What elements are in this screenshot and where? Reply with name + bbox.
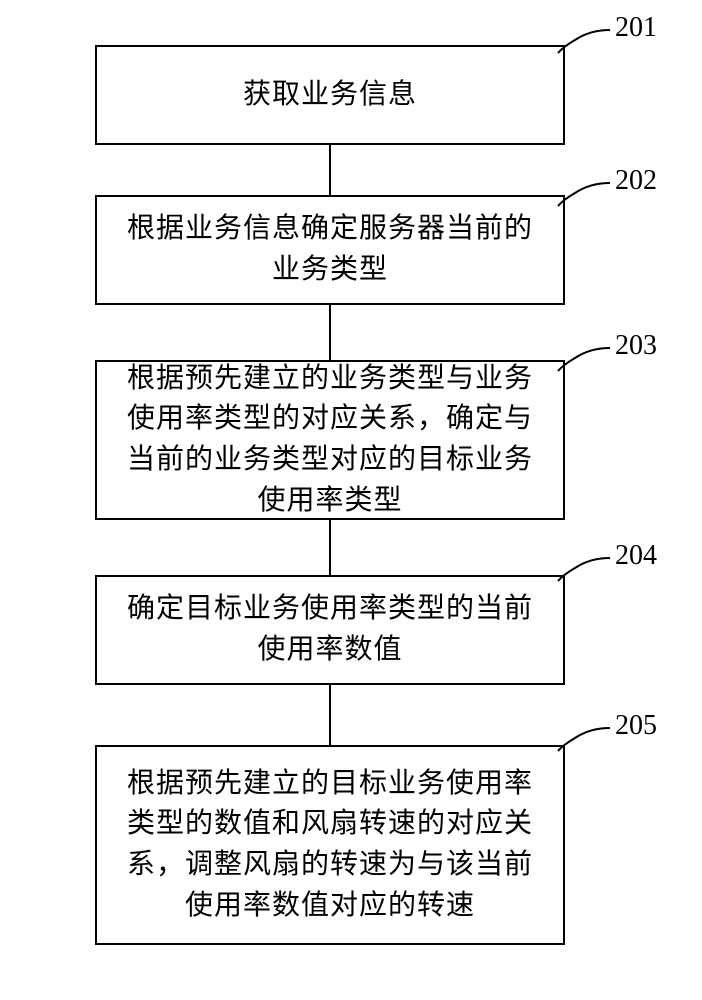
flow-node-4: 确定目标业务使用率类型的当前使用率数值 (95, 575, 565, 685)
flow-node-1-text: 获取业务信息 (243, 75, 417, 116)
flow-node-2-text: 根据业务信息确定服务器当前的业务类型 (117, 209, 543, 290)
leader-201 (555, 25, 615, 60)
flow-node-5-text: 根据预先建立的目标业务使用率类型的数值和风扇转速的对应关系，调整风扇的转速为与该… (117, 764, 543, 926)
ref-label-205: 205 (615, 710, 657, 742)
connector-3-4 (329, 520, 331, 575)
connector-4-5 (329, 685, 331, 745)
connector-1-2 (329, 145, 331, 195)
flow-node-4-text: 确定目标业务使用率类型的当前使用率数值 (117, 589, 543, 670)
flow-node-2: 根据业务信息确定服务器当前的业务类型 (95, 195, 565, 305)
flow-node-3-text: 根据预先建立的业务类型与业务使用率类型的对应关系，确定与当前的业务类型对应的目标… (117, 359, 543, 521)
ref-label-203: 203 (615, 330, 657, 362)
ref-label-201: 201 (615, 12, 657, 44)
leader-203 (555, 343, 615, 378)
flow-node-3: 根据预先建立的业务类型与业务使用率类型的对应关系，确定与当前的业务类型对应的目标… (95, 360, 565, 520)
connector-2-3 (329, 305, 331, 360)
flowchart-canvas: 获取业务信息 根据业务信息确定服务器当前的业务类型 根据预先建立的业务类型与业务… (0, 0, 702, 1000)
leader-205 (555, 723, 615, 758)
leader-204 (555, 553, 615, 588)
flow-node-5: 根据预先建立的目标业务使用率类型的数值和风扇转速的对应关系，调整风扇的转速为与该… (95, 745, 565, 945)
ref-label-202: 202 (615, 165, 657, 197)
leader-202 (555, 178, 615, 213)
flow-node-1: 获取业务信息 (95, 45, 565, 145)
ref-label-204: 204 (615, 540, 657, 572)
